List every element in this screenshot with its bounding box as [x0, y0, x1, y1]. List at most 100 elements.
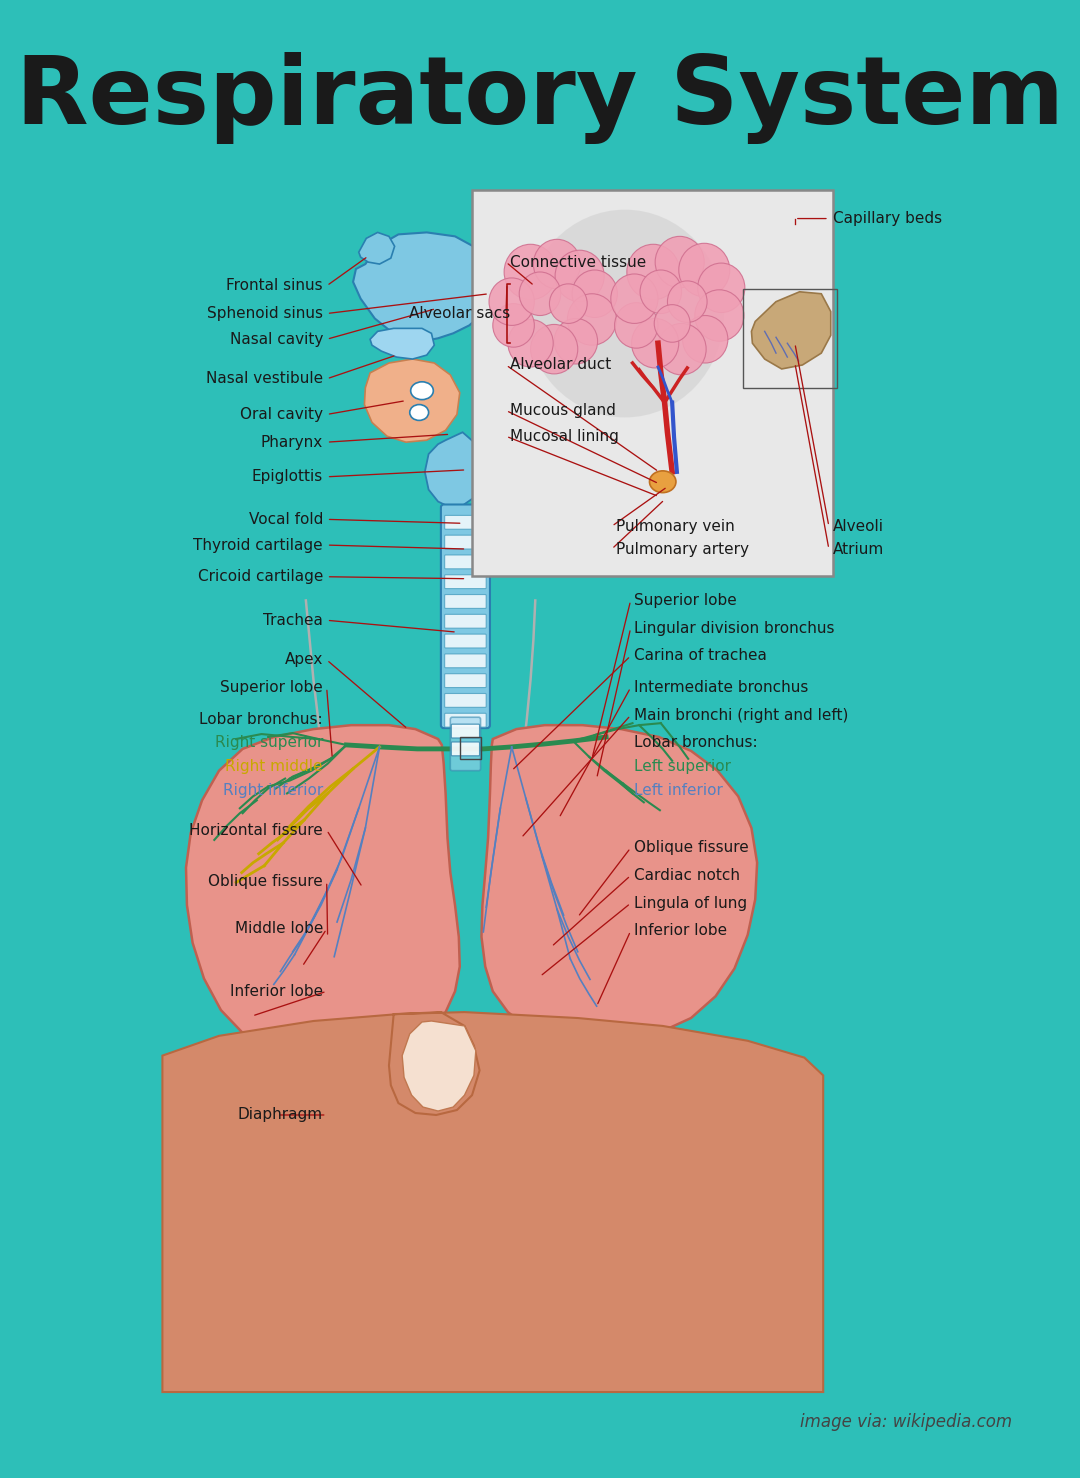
Text: Right middle: Right middle — [226, 760, 323, 774]
Text: Cricoid cartilage: Cricoid cartilage — [198, 569, 323, 584]
Polygon shape — [752, 291, 831, 370]
FancyBboxPatch shape — [445, 653, 486, 668]
FancyBboxPatch shape — [472, 189, 833, 576]
FancyBboxPatch shape — [451, 724, 480, 738]
Circle shape — [694, 290, 744, 341]
Text: Lobar bronchus:: Lobar bronchus: — [199, 712, 323, 727]
Text: Lingular division bronchus: Lingular division bronchus — [634, 621, 835, 636]
FancyBboxPatch shape — [445, 615, 486, 628]
Text: Atrium: Atrium — [833, 541, 883, 557]
Ellipse shape — [410, 381, 433, 399]
Text: Apex: Apex — [284, 652, 323, 668]
Text: Main bronchi (right and left): Main bronchi (right and left) — [634, 708, 849, 723]
Circle shape — [615, 303, 658, 349]
FancyBboxPatch shape — [445, 516, 486, 529]
Text: Pulmonary vein: Pulmonary vein — [616, 519, 734, 534]
Text: Diaphragm: Diaphragm — [238, 1107, 323, 1122]
Circle shape — [572, 270, 618, 318]
Text: Alveoli: Alveoli — [833, 519, 883, 534]
FancyBboxPatch shape — [445, 594, 486, 609]
FancyBboxPatch shape — [445, 714, 486, 727]
Circle shape — [530, 325, 578, 374]
Text: Lingula of lung: Lingula of lung — [634, 896, 747, 910]
Circle shape — [611, 273, 658, 324]
Text: Inferior lobe: Inferior lobe — [230, 984, 323, 999]
Text: Inferior lobe: Inferior lobe — [634, 924, 728, 939]
Text: Pharynx: Pharynx — [260, 435, 323, 449]
Text: Intermediate bronchus: Intermediate bronchus — [634, 680, 809, 695]
FancyBboxPatch shape — [445, 554, 486, 569]
Circle shape — [554, 318, 597, 364]
Ellipse shape — [409, 405, 429, 420]
Text: Mucosal lining: Mucosal lining — [510, 429, 619, 443]
Text: Oblique fissure: Oblique fissure — [208, 873, 323, 888]
Circle shape — [489, 278, 535, 325]
Text: Frontal sinus: Frontal sinus — [226, 278, 323, 293]
FancyBboxPatch shape — [451, 742, 480, 755]
FancyBboxPatch shape — [441, 504, 490, 729]
Text: Left inferior: Left inferior — [634, 783, 724, 798]
Polygon shape — [402, 1021, 476, 1111]
Text: Superior lobe: Superior lobe — [220, 680, 323, 695]
Circle shape — [508, 319, 553, 367]
Circle shape — [626, 244, 679, 300]
Circle shape — [683, 315, 728, 364]
Circle shape — [504, 244, 557, 300]
Circle shape — [678, 244, 730, 297]
FancyBboxPatch shape — [445, 693, 486, 708]
Polygon shape — [162, 1012, 823, 1392]
Text: image via: wikipedia.com: image via: wikipedia.com — [800, 1413, 1012, 1431]
Circle shape — [550, 284, 588, 324]
FancyBboxPatch shape — [445, 674, 486, 687]
Text: Respiratory System: Respiratory System — [16, 52, 1064, 143]
Text: Connective tissue: Connective tissue — [510, 254, 646, 269]
Circle shape — [656, 236, 704, 288]
Polygon shape — [370, 328, 434, 359]
Text: Oral cavity: Oral cavity — [240, 406, 323, 421]
Text: Nasal cavity: Nasal cavity — [230, 331, 323, 347]
Circle shape — [534, 239, 581, 288]
Polygon shape — [186, 726, 460, 1060]
Circle shape — [640, 270, 681, 313]
Text: Mucous gland: Mucous gland — [510, 403, 616, 418]
Circle shape — [555, 250, 604, 302]
Text: Horizontal fissure: Horizontal fissure — [189, 823, 323, 838]
Text: Oblique fissure: Oblique fissure — [634, 841, 750, 856]
Circle shape — [492, 303, 535, 347]
Circle shape — [667, 281, 707, 322]
Text: Middle lobe: Middle lobe — [234, 921, 323, 937]
Polygon shape — [364, 359, 460, 442]
Circle shape — [654, 304, 690, 343]
Circle shape — [519, 272, 561, 315]
Ellipse shape — [476, 278, 510, 306]
Circle shape — [698, 263, 745, 312]
Text: Alveolar sacs: Alveolar sacs — [408, 306, 510, 321]
Text: Capillary beds: Capillary beds — [833, 211, 942, 226]
FancyBboxPatch shape — [445, 634, 486, 647]
Circle shape — [567, 294, 617, 346]
Text: Nasal vestibule: Nasal vestibule — [206, 371, 323, 386]
Text: Trachea: Trachea — [264, 613, 323, 628]
Polygon shape — [482, 726, 757, 1042]
Polygon shape — [424, 432, 482, 507]
FancyBboxPatch shape — [445, 535, 486, 548]
Text: Pulmonary artery: Pulmonary artery — [616, 541, 748, 557]
Circle shape — [632, 318, 678, 368]
Text: Left superior: Left superior — [634, 760, 731, 774]
Text: Right inferior: Right inferior — [222, 783, 323, 798]
Polygon shape — [353, 232, 495, 341]
Text: Superior lobe: Superior lobe — [634, 593, 738, 607]
FancyBboxPatch shape — [445, 575, 486, 588]
Text: Vocal fold: Vocal fold — [248, 511, 323, 526]
Ellipse shape — [649, 471, 676, 492]
Text: Lobar bronchus:: Lobar bronchus: — [634, 736, 758, 751]
Text: Cardiac notch: Cardiac notch — [634, 868, 741, 882]
Text: Carina of trachea: Carina of trachea — [634, 649, 767, 664]
Circle shape — [526, 210, 724, 417]
Text: Epiglottis: Epiglottis — [252, 470, 323, 485]
Text: Sphenoid sinus: Sphenoid sinus — [207, 306, 323, 321]
Text: Thyroid cartilage: Thyroid cartilage — [193, 538, 323, 553]
Text: Alveolar duct: Alveolar duct — [510, 358, 611, 372]
FancyBboxPatch shape — [450, 717, 481, 770]
Text: Right superior: Right superior — [215, 736, 323, 751]
